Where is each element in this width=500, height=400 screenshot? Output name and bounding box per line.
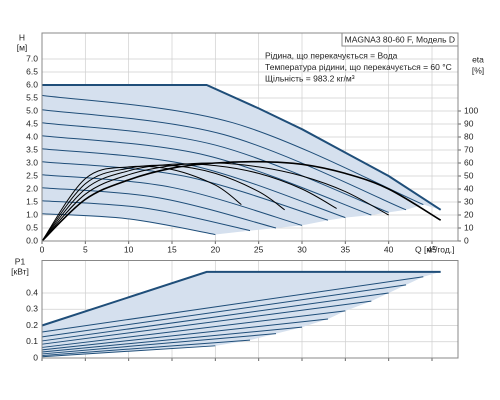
y2-tick-label: 70 (464, 144, 474, 154)
pump-curve (41, 213, 216, 235)
efficiency-curve (41, 160, 442, 242)
y-tick-label: 2.0 (26, 183, 38, 193)
x-tick-label: 5 (83, 244, 88, 254)
y-tick-label: 1.5 (26, 196, 38, 206)
pump-curve (41, 148, 346, 219)
pump-curve (41, 276, 424, 333)
x-tick-label: 10 (124, 244, 134, 254)
y-tick-label: 0.4 (26, 287, 38, 297)
y-label: P1 (15, 256, 26, 266)
x-tick-label: 25 (254, 244, 264, 254)
pump-curve (41, 270, 441, 327)
pump-curve (41, 300, 372, 345)
pump-curve (41, 135, 372, 216)
pump-curve (41, 339, 251, 357)
pump-curve (41, 187, 277, 229)
annotation: Щільність = 983.2 кг/м³ (265, 73, 355, 83)
y-tick-label: 0.3 (26, 304, 38, 314)
y2-tick-label: 40 (464, 183, 474, 193)
pump-curve (41, 292, 389, 342)
efficiency-curve (41, 163, 337, 242)
y-unit: [м] (17, 42, 28, 52)
y-tick-label: 3.0 (26, 157, 38, 167)
pump-curve (41, 284, 407, 338)
y2-tick-label: 90 (464, 118, 474, 128)
x-tick-label: 40 (384, 244, 394, 254)
y-tick-label: 0 (33, 352, 38, 362)
efficiency-curve (41, 162, 389, 242)
pump-curve (41, 345, 216, 358)
y-tick-label: 1.0 (26, 209, 38, 219)
y-tick-label: 0.1 (26, 336, 38, 346)
pump-curve (41, 161, 329, 221)
pump-curve (41, 109, 407, 211)
x-tick-label: 45 (427, 244, 437, 254)
y-tick-label: 0.0 (26, 235, 38, 245)
operating-area (42, 85, 441, 235)
y-tick-label: 7.0 (26, 53, 38, 63)
y-tick-label: 6.0 (26, 79, 38, 89)
y2-tick-label: 80 (464, 131, 474, 141)
plot-frame (41, 260, 459, 359)
y-tick-label: 0.5 (26, 222, 38, 232)
title-box (341, 32, 459, 47)
x-tick-label: 35 (341, 244, 351, 254)
y-tick-label: 2.5 (26, 170, 38, 180)
y2-tick-label: 50 (464, 170, 474, 180)
pump-curve (41, 333, 277, 355)
x-tick-label: 15 (167, 244, 177, 254)
annotation: Рідина, що перекачується = Вода (265, 50, 398, 60)
x-tick-label: 20 (211, 244, 221, 254)
y-unit: [кВт] (11, 266, 29, 276)
y-tick-label: 3.5 (26, 144, 38, 154)
y2-tick-label: 30 (464, 196, 474, 206)
y2-unit: [%] (472, 65, 484, 75)
y2-tick-label: 0 (464, 235, 469, 245)
pump-curve (41, 200, 251, 232)
y2-label: eta (472, 54, 484, 64)
y-tick-label: 5.0 (26, 105, 38, 115)
y-tick-label: 4.5 (26, 118, 38, 128)
pump-curve (41, 122, 389, 213)
y-tick-label: 6.5 (26, 66, 38, 76)
chart-title: MAGNA3 80-60 F, Модель D (345, 34, 455, 44)
y-tick-label: 5.5 (26, 92, 38, 102)
efficiency-curve (41, 165, 242, 242)
x-tick-label: 0 (40, 244, 45, 254)
annotation: Температура рідини, що перекачується = 6… (265, 62, 452, 72)
y2-tick-label: 10 (464, 222, 474, 232)
pump-curve (41, 310, 346, 348)
y2-tick-label: 100 (464, 105, 478, 115)
efficiency-curve (41, 164, 285, 242)
x-label: Q [м³/год.] (415, 244, 455, 254)
y-tick-label: 0.2 (26, 320, 38, 330)
y2-tick-label: 60 (464, 157, 474, 167)
x-tick-label: 30 (297, 244, 307, 254)
y2-tick-label: 20 (464, 209, 474, 219)
pump-curve (41, 174, 303, 226)
y-label: H (19, 32, 25, 42)
pump-curve (42, 84, 442, 211)
pump-curve (41, 318, 329, 351)
pump-curve (41, 326, 303, 353)
plot-frame (41, 32, 459, 242)
y-tick-label: 4.0 (26, 131, 38, 141)
